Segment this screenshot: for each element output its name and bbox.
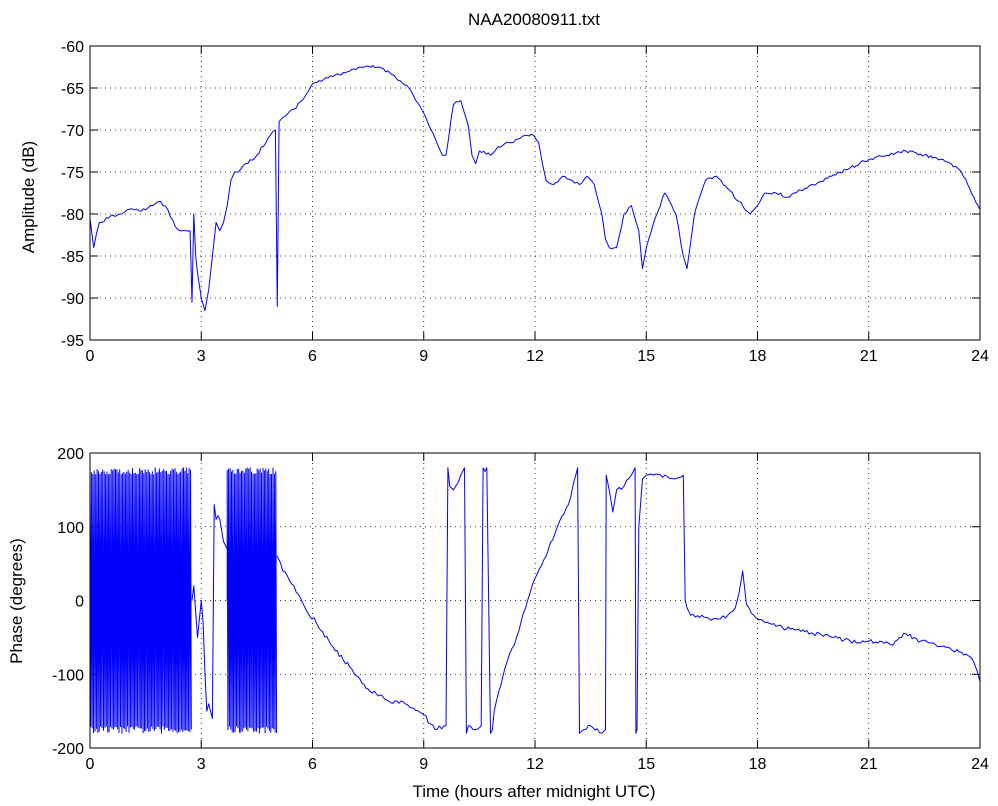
amp-ytick-label: -70 xyxy=(61,123,84,140)
phase-xtick-label: 15 xyxy=(637,756,655,773)
phase-series-line xyxy=(191,467,980,734)
phase-xtick-label: 21 xyxy=(860,756,878,773)
amp-ytick-label: -60 xyxy=(61,39,84,56)
phase-ytick-label: 200 xyxy=(57,446,84,463)
phase-ytick-label: 0 xyxy=(75,594,84,611)
amp-xtick-label: 12 xyxy=(526,348,544,365)
phase-ytick-label: 100 xyxy=(57,520,84,537)
chart-title: NAA20080911.txt xyxy=(468,10,600,29)
amp-ytick-label: -65 xyxy=(61,81,84,98)
phase-xtick-label: 24 xyxy=(971,756,989,773)
phase-xtick-label: 9 xyxy=(419,756,428,773)
amp-xtick-label: 18 xyxy=(749,348,767,365)
amp-xtick-label: 9 xyxy=(419,348,428,365)
phase-ytick-label: -200 xyxy=(52,741,84,758)
amp-series-line xyxy=(90,65,980,312)
amp-xtick-label: 0 xyxy=(86,348,95,365)
time-xlabel: Time (hours after midnight UTC) xyxy=(412,782,655,801)
amplitude-axes: 0 3 6 9 12 15 18 21 24 -60 -65 -70 -75 -80 -85 -90 -95 xyxy=(61,39,989,365)
amp-xtick-label: 24 xyxy=(971,348,989,365)
phase-oscillation-segment xyxy=(226,467,278,734)
amp-frame xyxy=(89,45,981,341)
phase-axes: 0 3 6 9 12 15 18 21 24 200 100 0 -100 -200 xyxy=(52,446,989,773)
amp-xtick-label: 3 xyxy=(197,348,206,365)
phase-frame xyxy=(89,452,981,749)
amp-ytick-label: -90 xyxy=(61,291,84,308)
phase-ylabel: Phase (degrees) xyxy=(7,538,26,664)
amp-xtick-label: 15 xyxy=(637,348,655,365)
amp-xtick-label: 21 xyxy=(860,348,878,365)
amp-ytick-label: -85 xyxy=(61,249,84,266)
amplitude-ylabel: Amplitude (dB) xyxy=(19,141,38,253)
phase-xtick-label: 6 xyxy=(308,756,317,773)
amp-plot-area xyxy=(90,65,980,312)
phase-xtick-label: 3 xyxy=(197,756,206,773)
amp-ytick-label: -75 xyxy=(61,165,84,182)
phase-plot-area xyxy=(90,467,980,734)
phase-ytick-label: -100 xyxy=(52,667,84,684)
phase-xtick-label: 12 xyxy=(526,756,544,773)
amp-xtick-label: 6 xyxy=(308,348,317,365)
amp-ytick-label: -95 xyxy=(61,333,84,350)
amp-ytick-label: -80 xyxy=(61,207,84,224)
phase-oscillation-segment xyxy=(90,467,192,734)
phase-xtick-label: 0 xyxy=(86,756,95,773)
phase-xtick-label: 18 xyxy=(749,756,767,773)
